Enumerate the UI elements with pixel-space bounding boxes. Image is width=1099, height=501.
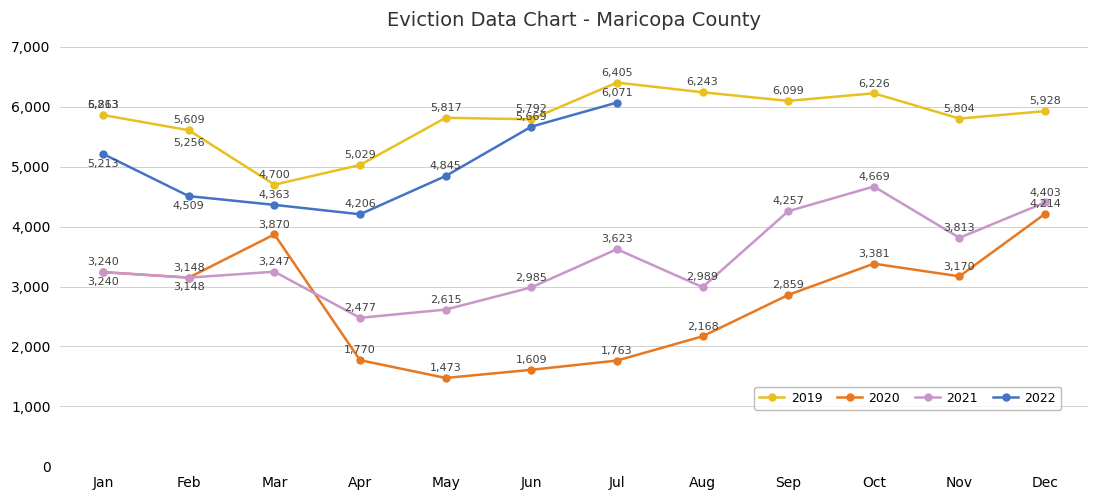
2021 — [182, 275, 196, 281]
Text: 1,609: 1,609 — [515, 355, 547, 365]
2022 — [354, 211, 367, 217]
Text: 4,403: 4,403 — [1029, 188, 1061, 198]
Text: 3,623: 3,623 — [601, 234, 633, 244]
Text: 6,213: 6,213 — [87, 100, 119, 110]
Text: 5,792: 5,792 — [515, 105, 547, 115]
2019 — [696, 89, 709, 95]
Text: 5,928: 5,928 — [1029, 96, 1061, 106]
Text: 3,381: 3,381 — [858, 249, 889, 259]
2020 — [97, 269, 110, 275]
2021 — [867, 183, 880, 189]
Text: 5,029: 5,029 — [344, 150, 376, 160]
Text: 6,226: 6,226 — [858, 79, 890, 89]
Text: 6,071: 6,071 — [601, 88, 633, 98]
2020 — [696, 333, 709, 339]
Text: 5,213: 5,213 — [87, 159, 119, 169]
2021 — [440, 307, 453, 313]
2021 — [97, 269, 110, 275]
2020 — [1039, 211, 1052, 217]
Line: 2019: 2019 — [100, 79, 1048, 188]
2020 — [867, 261, 880, 267]
Title: Eviction Data Chart - Maricopa County: Eviction Data Chart - Maricopa County — [387, 11, 762, 30]
Text: 3,148: 3,148 — [173, 283, 204, 293]
Text: 4,669: 4,669 — [858, 172, 890, 182]
2021 — [610, 246, 623, 252]
2019 — [953, 116, 966, 122]
2021 — [354, 315, 367, 321]
Line: 2022: 2022 — [100, 99, 621, 218]
Line: 2021: 2021 — [100, 183, 1048, 321]
Text: 5,609: 5,609 — [173, 115, 204, 125]
Text: 3,240: 3,240 — [87, 277, 119, 287]
2022 — [97, 151, 110, 157]
2022 — [610, 100, 623, 106]
Text: 2,985: 2,985 — [515, 273, 547, 283]
Text: 3,240: 3,240 — [87, 258, 119, 268]
Text: 3,148: 3,148 — [173, 263, 204, 273]
2020 — [953, 274, 966, 280]
2020 — [354, 357, 367, 363]
Text: 5,817: 5,817 — [430, 103, 462, 113]
Text: 6,405: 6,405 — [601, 68, 633, 78]
Text: 5,669: 5,669 — [515, 112, 547, 122]
2021 — [268, 269, 281, 275]
2019 — [781, 98, 795, 104]
Text: 2,859: 2,859 — [773, 280, 804, 290]
2019 — [867, 90, 880, 96]
2020 — [440, 375, 453, 381]
2020 — [182, 275, 196, 281]
Text: 5,863: 5,863 — [87, 100, 119, 110]
Text: 3,870: 3,870 — [258, 219, 290, 229]
2019 — [1039, 108, 1052, 114]
Text: 4,206: 4,206 — [344, 199, 376, 209]
2021 — [781, 208, 795, 214]
2020 — [268, 231, 281, 237]
Text: 4,214: 4,214 — [1029, 199, 1061, 209]
Text: 2,168: 2,168 — [687, 322, 719, 332]
2019 — [440, 115, 453, 121]
2021 — [696, 284, 709, 290]
Text: 2,477: 2,477 — [344, 303, 376, 313]
Text: 3,170: 3,170 — [944, 262, 975, 272]
Text: 4,363: 4,363 — [258, 190, 290, 200]
Text: 3,813: 3,813 — [944, 223, 975, 233]
Text: 1,763: 1,763 — [601, 346, 633, 356]
2022 — [524, 124, 537, 130]
2019 — [97, 112, 110, 118]
Text: 5,256: 5,256 — [173, 138, 204, 148]
2019 — [610, 80, 623, 86]
2019 — [182, 127, 196, 133]
Text: 2,989: 2,989 — [687, 273, 719, 283]
Text: 6,243: 6,243 — [687, 78, 719, 88]
Legend: 2019, 2020, 2021, 2022: 2019, 2020, 2021, 2022 — [754, 387, 1062, 410]
Line: 2020: 2020 — [100, 210, 1048, 381]
2022 — [268, 202, 281, 208]
2019 — [268, 182, 281, 188]
Text: 1,473: 1,473 — [430, 363, 462, 373]
Text: 3,247: 3,247 — [258, 257, 290, 267]
2022 — [182, 193, 196, 199]
Text: 4,845: 4,845 — [430, 161, 462, 171]
2021 — [1039, 199, 1052, 205]
Text: 5,804: 5,804 — [944, 104, 975, 114]
Text: 4,257: 4,257 — [773, 196, 804, 206]
Text: 4,509: 4,509 — [173, 201, 204, 211]
2022 — [440, 173, 453, 179]
Text: 6,099: 6,099 — [773, 86, 804, 96]
2021 — [524, 285, 537, 291]
2020 — [610, 358, 623, 364]
2021 — [953, 235, 966, 241]
Text: 4,700: 4,700 — [258, 170, 290, 180]
2020 — [524, 367, 537, 373]
Text: 2,615: 2,615 — [430, 295, 462, 305]
Text: 1,770: 1,770 — [344, 345, 376, 355]
2019 — [354, 162, 367, 168]
2019 — [524, 116, 537, 122]
2020 — [781, 292, 795, 298]
